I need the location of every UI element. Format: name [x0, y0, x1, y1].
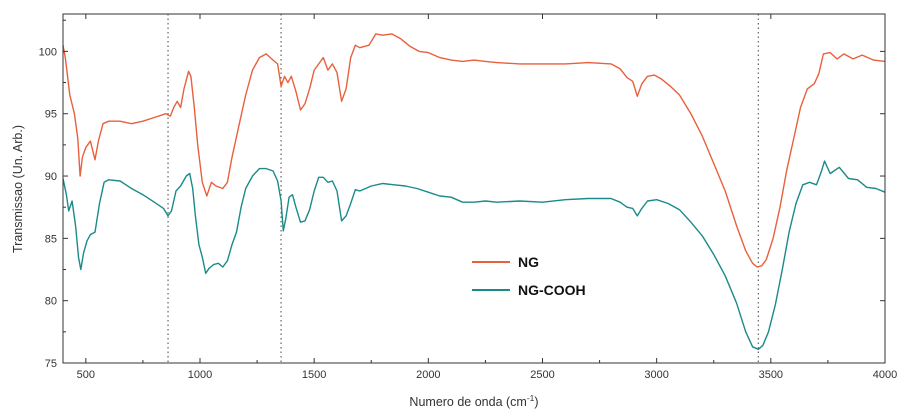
y-tick-label-75: 75 [45, 358, 57, 370]
series-line-ng-cooh [62, 160, 886, 350]
legend-label-ng: NG [518, 254, 539, 270]
x-tick-label-4000: 4000 [873, 369, 897, 381]
x-tick-label-1000: 1000 [188, 369, 212, 381]
y-tick-label-100: 100 [39, 46, 57, 58]
y-axis: 75 80 85 90 95 100 [39, 19, 885, 370]
legend: NG NG-COOH [472, 254, 586, 298]
x-tick-label-3500: 3500 [759, 369, 783, 381]
x-tick-label-1500: 1500 [302, 369, 326, 381]
x-tick-label-2500: 2500 [530, 369, 554, 381]
y-axis-title: Transmissao (Un. Arb.) [11, 125, 25, 253]
x-tick-label-500: 500 [77, 369, 95, 381]
series-line-ng [62, 33, 886, 268]
y-tick-label-80: 80 [45, 296, 57, 308]
legend-label-ng-cooh: NG-COOH [518, 282, 586, 298]
x-axis: 500 1000 1500 2000 2500 3000 3500 4000 [77, 14, 897, 381]
x-tick-label-3000: 3000 [644, 369, 668, 381]
reference-lines [167, 14, 759, 363]
y-tick-label-85: 85 [45, 233, 57, 245]
x-axis-title: Numero de onda (cm-1) [409, 393, 538, 409]
plot-frame [62, 13, 886, 364]
x-tick-label-2000: 2000 [416, 369, 440, 381]
y-tick-label-95: 95 [45, 109, 57, 121]
y-tick-label-90: 90 [45, 171, 57, 183]
series-layer [62, 33, 886, 350]
